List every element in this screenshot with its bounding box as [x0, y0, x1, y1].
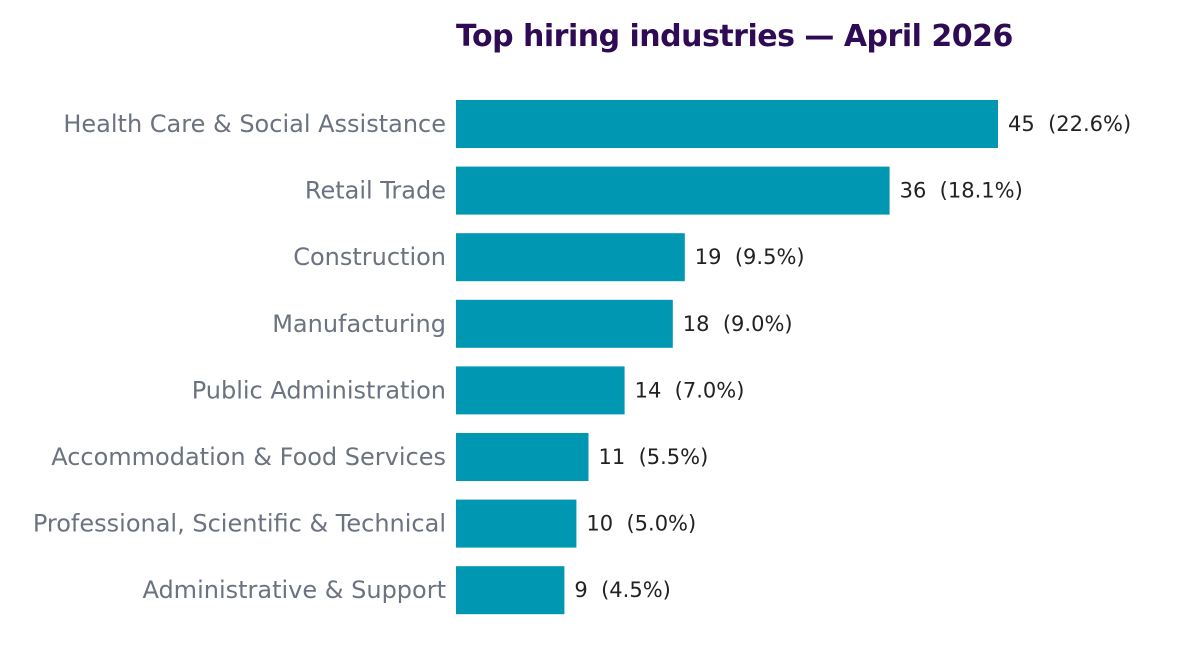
data-label-6: 10 (5.0%) [586, 512, 696, 536]
data-label-2: 19 (9.5%) [695, 245, 805, 269]
bar-1 [456, 166, 890, 215]
bar-5 [456, 433, 589, 481]
chart-title: Top hiring industries — April 2026 [456, 19, 1013, 54]
data-label-0: 45 (22.6%) [1008, 112, 1131, 136]
category-label-6: Professional, Scientific & Technical [33, 510, 446, 538]
category-label-2: Construction [293, 243, 446, 271]
category-label-5: Accommodation & Food Services [51, 443, 446, 471]
category-label-0: Health Care & Social Assistance [63, 110, 446, 138]
data-label-7: 9 (4.5%) [574, 578, 670, 602]
category-label-1: Retail Trade [305, 177, 446, 205]
bars-layer: Health Care & Social Assistance 45 (22.6%… [33, 100, 1131, 615]
data-label-3: 18 (9.0%) [683, 312, 793, 336]
category-label-7: Administrative & Support [142, 576, 446, 604]
data-label-1: 36 (18.1%) [900, 179, 1023, 203]
bar-4 [456, 366, 625, 415]
category-label-3: Manufacturing [272, 310, 446, 338]
bar-6 [456, 499, 577, 548]
data-label-4: 14 (7.0%) [635, 378, 745, 402]
bar-0 [456, 100, 998, 148]
category-label-4: Public Administration [192, 376, 446, 404]
bar-7 [456, 566, 565, 615]
bar-2 [456, 233, 685, 282]
data-label-5: 11 (5.5%) [599, 445, 709, 469]
bar-3 [456, 299, 673, 348]
